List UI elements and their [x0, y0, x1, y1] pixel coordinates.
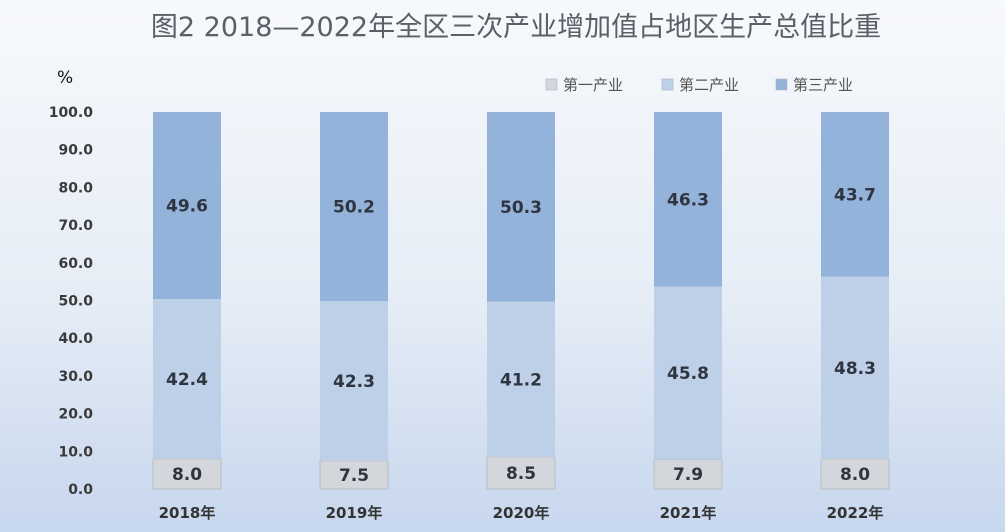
x-tick-label: 2019年: [326, 504, 383, 522]
data-label: 49.6: [166, 196, 208, 216]
bar-segment: [654, 112, 722, 287]
y-tick-label: 0.0: [68, 482, 93, 498]
data-label: 8.0: [172, 465, 202, 485]
data-label: 41.2: [500, 370, 542, 390]
y-tick-label: 40.0: [58, 331, 93, 347]
bar-segment: [153, 112, 221, 299]
y-tick-label: 50.0: [58, 294, 93, 310]
data-label: 46.3: [667, 190, 709, 210]
bar-segment: [821, 276, 889, 459]
y-tick-label: 70.0: [58, 218, 93, 234]
bars: 8.0 42.4 49.6 7.5 42.3 50.2 8.5 41.2 50.3 7.9 45.8…: [152, 112, 890, 490]
data-label: 8.5: [506, 464, 536, 484]
bar-segment: [319, 460, 389, 490]
bar-segment: [487, 112, 555, 302]
data-label: 8.0: [840, 465, 870, 485]
legend-entry: 第三产业: [793, 76, 853, 94]
data-label: 7.9: [673, 465, 703, 485]
x-tick-label: 2022年: [827, 504, 884, 522]
bar-segment: [153, 298, 221, 459]
y-tick-label: 20.0: [58, 407, 93, 423]
y-tick-label: 80.0: [58, 180, 93, 196]
legend-entry: 第一产业: [563, 76, 623, 94]
bar-segment: [653, 458, 723, 490]
bar-segment: [320, 301, 388, 461]
legend: 第一产业 第二产业 第三产业: [545, 76, 853, 94]
bar-segment: [152, 458, 222, 490]
bar-segment: [821, 112, 889, 277]
y-tick-label: 10.0: [58, 444, 93, 460]
y-tick-label: 100.0: [49, 105, 94, 121]
data-label: 50.2: [333, 198, 375, 218]
data-label: 43.7: [834, 185, 876, 205]
chart-title: 图2 2018—2022年全区三次产业增加值占地区生产总值比重: [151, 12, 881, 43]
data-label: 50.3: [500, 198, 542, 218]
legend-swatch: [545, 78, 558, 91]
data-label: 42.3: [333, 372, 375, 392]
bar-segment: [487, 301, 555, 457]
y-axis: 0.0 10.0 20.0 30.0 40.0 50.0 60.0 70.0 80.0 90.0 1…: [49, 105, 94, 498]
bar-segment: [654, 286, 722, 460]
y-tick-label: 60.0: [58, 256, 93, 272]
legend-swatch: [775, 78, 788, 91]
x-tick-label: 2021年: [660, 504, 717, 522]
y-tick-label: 30.0: [58, 369, 93, 385]
data-label: 45.8: [667, 364, 709, 384]
legend-swatch: [661, 78, 674, 91]
x-axis: 2018年 2019年 2020年 2021年 2022年: [159, 504, 884, 522]
y-tick-label: 90.0: [58, 143, 93, 159]
data-label: 7.5: [339, 466, 369, 486]
data-label: 48.3: [834, 359, 876, 379]
bar-segment: [320, 112, 388, 302]
legend-entry: 第二产业: [679, 76, 739, 94]
x-tick-label: 2020年: [493, 504, 550, 522]
y-unit-label: %: [57, 68, 73, 88]
data-label: 42.4: [166, 370, 208, 390]
x-tick-label: 2018年: [159, 504, 216, 522]
